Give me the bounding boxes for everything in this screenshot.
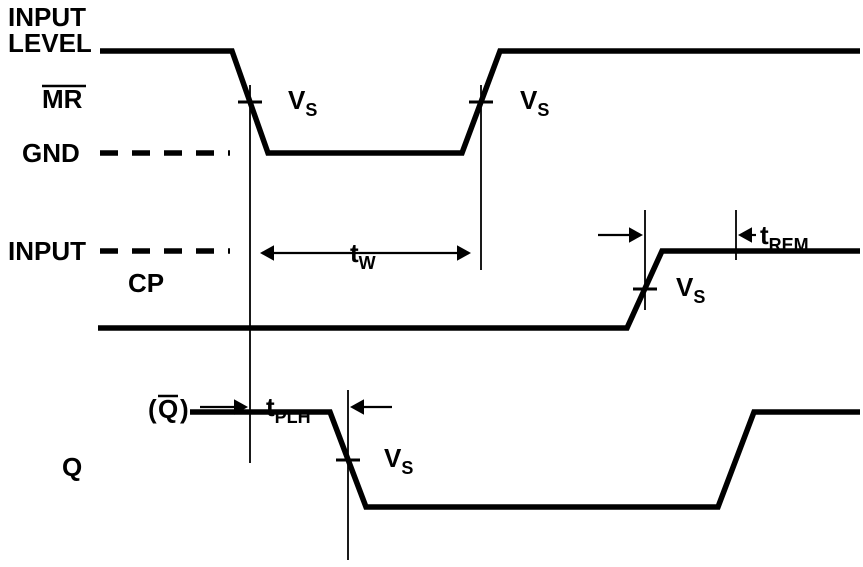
label-input-cp: INPUT [8, 236, 86, 266]
label-gnd: GND [22, 138, 80, 168]
label-vs-2: VS [520, 85, 549, 120]
label-tw: tW [350, 238, 376, 273]
label-tplh: tPLH [266, 392, 311, 427]
label-qbar-close: ) [180, 394, 189, 424]
label-vs-3: VS [676, 272, 705, 307]
timing-diagram: INPUTLEVELMRGNDINPUTCP(Q)QVSVSVSVStWtREM… [0, 0, 863, 567]
label-qbar: Q [158, 394, 178, 424]
label-vs-1: VS [288, 85, 317, 120]
label-input-level-2: LEVEL [8, 28, 92, 58]
label-q: Q [62, 452, 82, 482]
label-vs-4: VS [384, 443, 413, 478]
label-cp: CP [128, 268, 164, 298]
label-mr: MR [42, 84, 83, 114]
label-qbar-open: ( [148, 394, 157, 424]
cp-waveform [98, 251, 860, 328]
